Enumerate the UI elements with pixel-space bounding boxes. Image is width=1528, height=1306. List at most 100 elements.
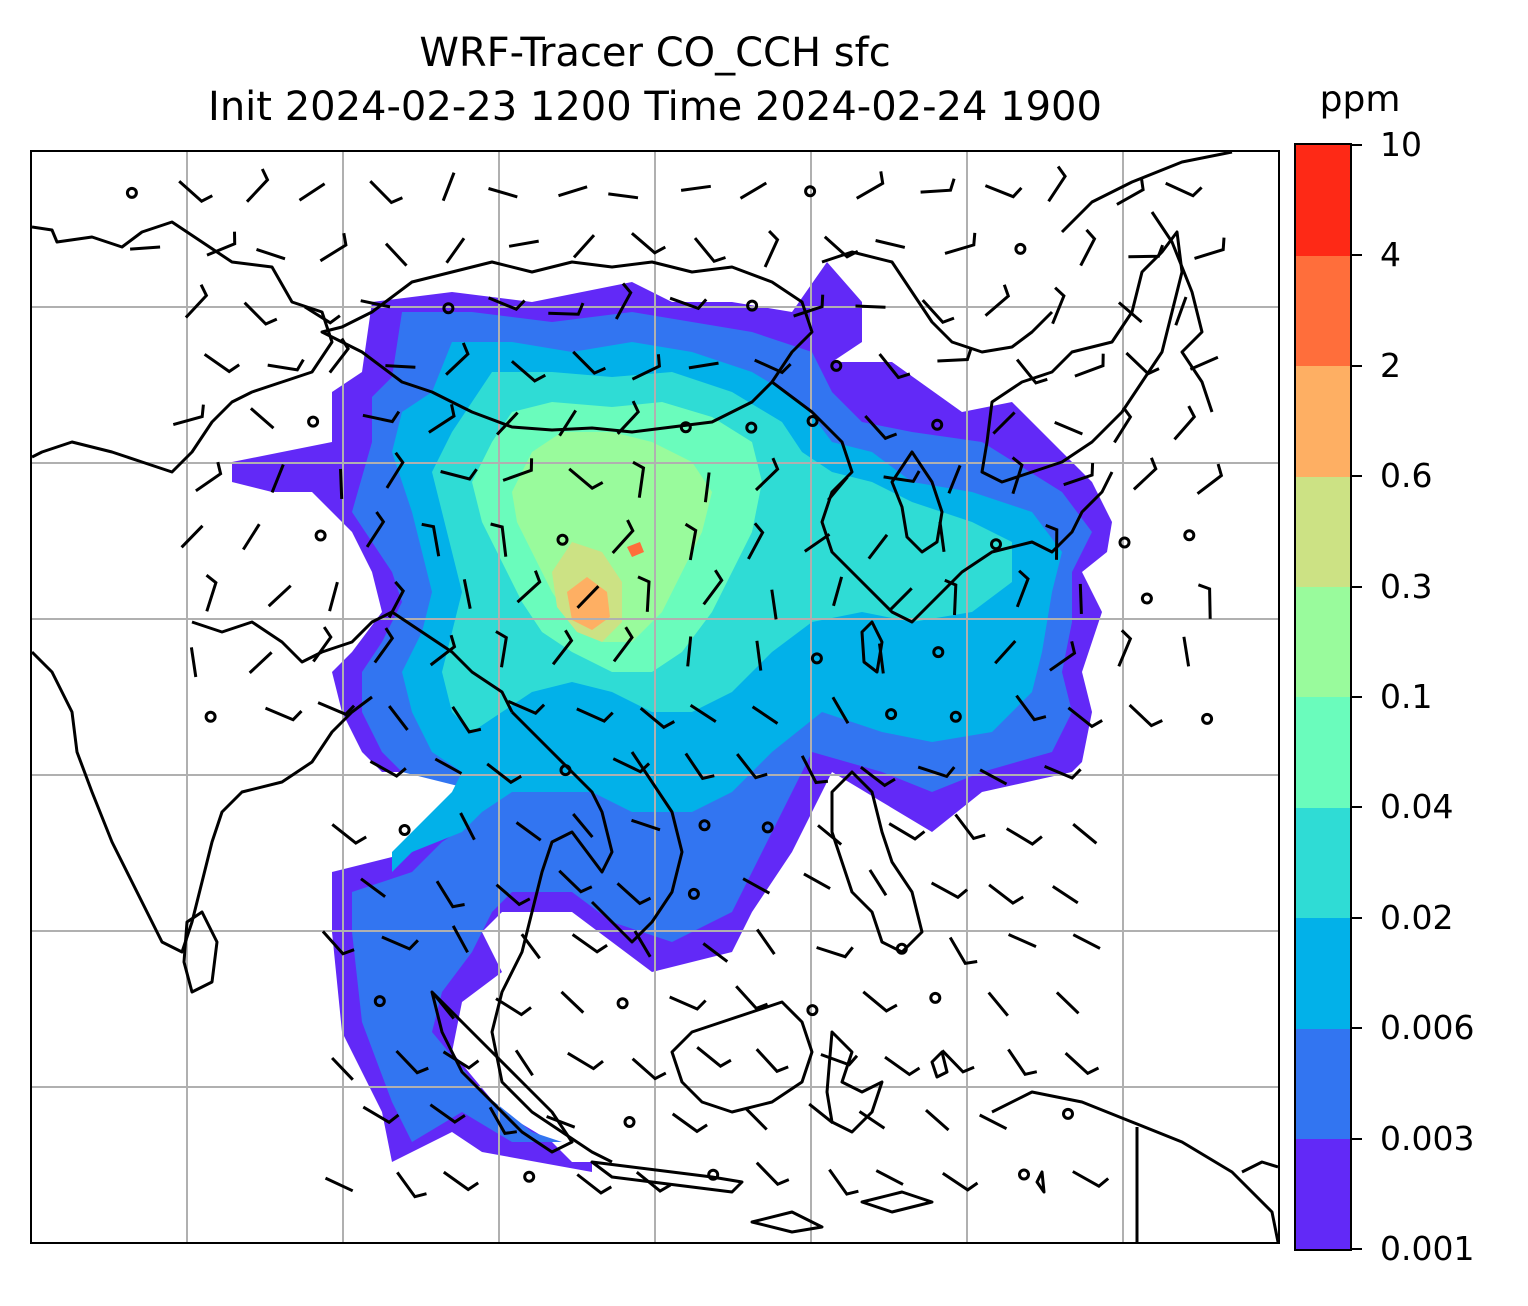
calm-wind-circle xyxy=(398,824,411,836)
wind-barb xyxy=(396,1171,427,1199)
colorbar-tick xyxy=(1352,144,1362,146)
calm-wind-markers xyxy=(125,185,1214,1183)
colorbar-tick-label: 4 xyxy=(1380,235,1401,275)
coastline-west xyxy=(32,220,334,474)
wind-barb xyxy=(180,524,204,549)
colorbar-segment xyxy=(1296,586,1350,698)
colorbar-segment xyxy=(1296,476,1350,588)
coastline-java xyxy=(590,1160,744,1194)
wind-barb xyxy=(947,464,962,494)
wind-barb xyxy=(736,753,768,780)
wind-barb xyxy=(270,464,285,493)
wind-barb xyxy=(1054,421,1083,436)
wind-barb xyxy=(631,1057,667,1081)
wind-barb xyxy=(1015,358,1048,385)
wind-barb xyxy=(688,361,719,370)
wind-barb xyxy=(488,296,526,311)
calm-wind-circle xyxy=(698,819,711,832)
wind-barb xyxy=(435,880,465,909)
border-himalaya xyxy=(191,610,514,713)
wind-barb xyxy=(1132,457,1158,491)
wind-barb xyxy=(763,230,780,268)
wind-barb xyxy=(1045,524,1059,560)
calm-wind-circle xyxy=(1014,242,1027,255)
wind-barb xyxy=(925,1108,950,1132)
wind-barb xyxy=(203,353,241,374)
wind-barb xyxy=(267,584,292,608)
wind-barb xyxy=(172,404,205,427)
colorbar-segment xyxy=(1296,1138,1350,1250)
calm-wind-circle xyxy=(442,302,455,315)
wind-barb xyxy=(941,1049,975,1074)
wind-barb xyxy=(245,168,270,203)
wind-barb xyxy=(803,872,831,890)
wind-barb xyxy=(360,877,386,898)
colorbar-tick xyxy=(1352,696,1362,698)
wind-barb xyxy=(385,451,405,489)
wind-barb xyxy=(571,933,608,954)
wind-barb xyxy=(373,627,395,664)
coastline-philippines xyxy=(830,770,924,954)
coastline-borneo xyxy=(670,1000,814,1114)
coastline-sulawesi xyxy=(825,1030,884,1134)
colorbar-tick xyxy=(1352,1137,1362,1140)
wind-barb xyxy=(883,470,921,484)
wind-barb xyxy=(755,640,763,671)
calm-wind-circle xyxy=(616,997,629,1010)
wind-barb xyxy=(324,1176,354,1193)
wind-barb xyxy=(616,882,652,906)
coastline-japan xyxy=(980,230,1184,484)
wind-barb xyxy=(178,180,213,204)
calm-wind-circle xyxy=(707,1168,720,1181)
colorbar-tick-label: 0.3 xyxy=(1380,566,1433,606)
wind-barb xyxy=(793,294,825,318)
plume-level-8 xyxy=(567,577,610,630)
wind-barb xyxy=(1116,177,1145,206)
calm-wind-circle xyxy=(679,421,692,434)
wind-barb xyxy=(954,813,986,841)
calm-wind-circle xyxy=(1140,592,1153,605)
colorbar-tick xyxy=(1352,475,1362,478)
wind-barb xyxy=(1064,1051,1100,1076)
calm-wind-circle xyxy=(929,991,942,1004)
calm-wind-circle xyxy=(895,942,908,955)
wind-barb xyxy=(488,1106,518,1136)
wind-barb xyxy=(984,184,1023,199)
calm-wind-circle xyxy=(806,1004,819,1017)
colorbar-tick xyxy=(1352,364,1362,367)
wind-barb xyxy=(440,468,478,481)
wind-barb xyxy=(1063,462,1095,487)
wind-barb xyxy=(388,705,409,731)
colorbar-tick xyxy=(1352,1027,1362,1030)
wind-barb xyxy=(755,928,776,955)
wind-barb xyxy=(614,282,633,320)
wind-barb xyxy=(546,1115,576,1129)
wind-barb xyxy=(558,185,588,198)
calm-wind-circle xyxy=(1118,536,1131,549)
wind-barb xyxy=(434,757,463,775)
calm-wind-circle xyxy=(931,418,944,431)
calm-wind-circle xyxy=(746,299,759,312)
calm-wind-circle xyxy=(885,708,898,721)
wind-barb xyxy=(1072,933,1101,950)
wind-barb xyxy=(488,187,518,199)
wind-barb xyxy=(433,994,455,1020)
calm-wind-circle xyxy=(623,1116,636,1128)
wind-barb xyxy=(442,1170,480,1192)
wind-barb xyxy=(862,990,898,1013)
wind-barb xyxy=(321,930,355,956)
coastline-sumatra xyxy=(430,990,574,1154)
wind-barb xyxy=(1051,286,1066,325)
wind-barb xyxy=(637,575,651,612)
wind-barb xyxy=(362,410,401,424)
wind-barb xyxy=(312,626,333,663)
wind-barb xyxy=(395,1049,429,1075)
calm-wind-circle xyxy=(559,764,572,777)
colorbar-tick-label: 0.02 xyxy=(1380,897,1454,937)
wind-barb xyxy=(754,358,792,375)
wind-barb xyxy=(339,468,344,499)
wind-barb xyxy=(944,578,958,616)
wind-barb xyxy=(1005,827,1043,846)
wind-barb xyxy=(429,634,457,667)
wind-barb xyxy=(827,476,849,502)
